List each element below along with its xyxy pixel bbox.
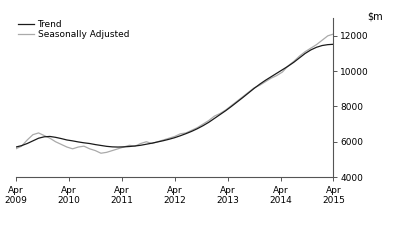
Trend: [98, 144, 103, 147]
Seasonally Adjusted: [31, 133, 35, 136]
Legend: Trend, Seasonally Adjusted: Trend, Seasonally Adjusted: [18, 20, 129, 39]
Seasonally Adjusted: [235, 100, 239, 103]
Trend: [331, 43, 336, 46]
Y-axis label: $m: $m: [367, 12, 383, 22]
Trend: [150, 142, 154, 145]
Seasonally Adjusted: [331, 33, 336, 35]
Trend: [235, 101, 239, 103]
Seasonally Adjusted: [104, 151, 109, 154]
Seasonally Adjusted: [155, 140, 160, 143]
Seasonally Adjusted: [240, 95, 245, 98]
Trend: [25, 142, 30, 145]
Trend: [31, 140, 35, 142]
Seasonally Adjusted: [13, 148, 18, 150]
Line: Trend: Trend: [16, 44, 333, 147]
Trend: [229, 105, 234, 108]
Line: Seasonally Adjusted: Seasonally Adjusted: [16, 34, 333, 153]
Seasonally Adjusted: [98, 152, 103, 155]
Seasonally Adjusted: [25, 139, 30, 141]
Trend: [13, 146, 18, 148]
